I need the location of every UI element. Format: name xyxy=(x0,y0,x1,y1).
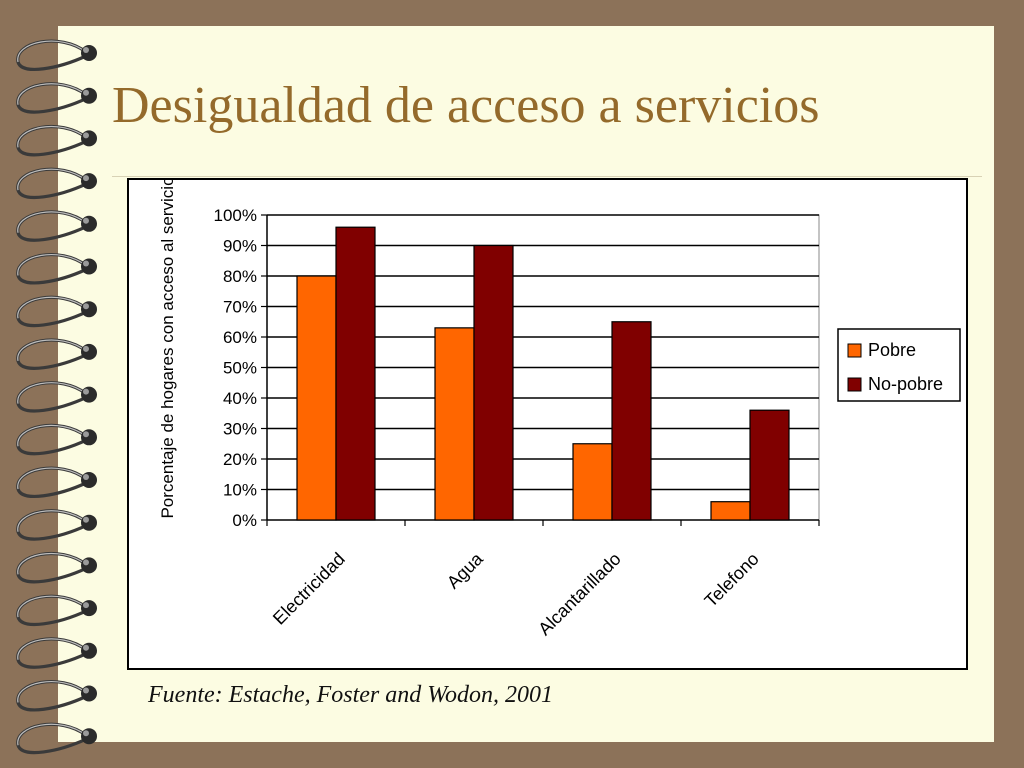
spiral-ring xyxy=(16,381,97,413)
bar-pobre-agua xyxy=(434,327,475,521)
y-tick-label: 80% xyxy=(223,267,257,286)
spiral-ring xyxy=(16,594,97,627)
x-tick-label: Agua xyxy=(443,548,488,593)
spiral-ring xyxy=(16,722,97,755)
bar-pobre-telefono xyxy=(710,501,751,521)
y-tick-label: 100% xyxy=(214,206,257,225)
bar-pobre-alcantarillado xyxy=(572,443,613,521)
spiral-ring xyxy=(16,82,97,114)
y-axis-label: Porcentaje de hogares con acceso al serv… xyxy=(158,178,177,519)
spiral-ring xyxy=(16,466,97,498)
bar-chart: 0% 10% 20% 30% 40% 50% 60% 70% 80% 90% 100% Electri… xyxy=(158,178,961,640)
spiral-ring xyxy=(16,253,97,285)
bar-pobre-electricidad xyxy=(296,275,337,521)
legend-swatch xyxy=(847,343,862,358)
legend: Pobre No-pobre xyxy=(837,328,961,402)
spiral-ring xyxy=(16,338,97,370)
spiral-ring xyxy=(16,167,97,200)
y-tick-label: 90% xyxy=(223,237,257,256)
x-tick-label: Alcantarillado xyxy=(534,549,625,640)
legend-label: Pobre xyxy=(868,340,916,360)
spiral-ring xyxy=(16,551,97,584)
spiral-ring xyxy=(16,295,97,328)
y-tick-label: 60% xyxy=(223,328,257,347)
x-tick-label: Telefono xyxy=(701,549,763,611)
y-tick-label: 30% xyxy=(223,420,257,439)
spiral-ring xyxy=(16,509,97,541)
bar-no-pobre-agua xyxy=(473,244,514,521)
y-tick-label: 70% xyxy=(223,298,257,317)
slide-title: Desigualdad de acceso a servicios xyxy=(112,77,820,134)
spiral-ring xyxy=(16,210,97,242)
bar-no-pobre-electricidad xyxy=(335,226,376,521)
title-divider xyxy=(112,176,982,177)
spiral-ring xyxy=(16,39,97,71)
y-tick-label: 20% xyxy=(223,450,257,469)
legend-label: No-pobre xyxy=(868,374,943,394)
bar-no-pobre-alcantarillado xyxy=(611,321,652,521)
bar-no-pobre-telefono xyxy=(749,409,790,521)
y-tick-label: 0% xyxy=(232,511,257,530)
y-tick-label: 10% xyxy=(223,481,257,500)
legend-swatch xyxy=(847,377,862,392)
x-tick-label: Electricidad xyxy=(269,549,349,629)
spiral-ring xyxy=(16,680,97,712)
spiral-ring xyxy=(16,124,97,157)
spiral-ring xyxy=(16,423,97,456)
spiral-ring xyxy=(16,637,97,669)
y-tick-label: 40% xyxy=(223,389,257,408)
y-tick-label: 50% xyxy=(223,359,257,378)
spiral-binding xyxy=(16,39,97,755)
source-note: Fuente: Estache, Foster and Wodon, 2001 xyxy=(148,682,554,708)
